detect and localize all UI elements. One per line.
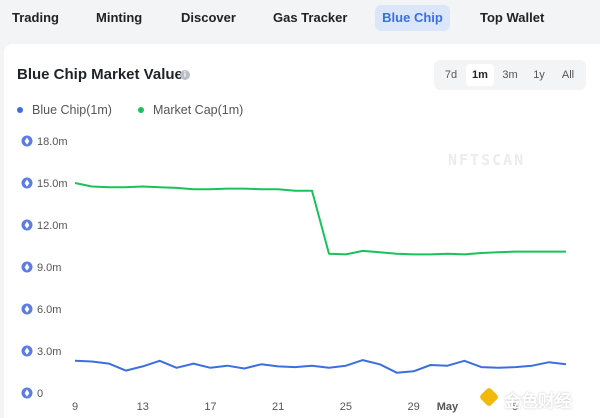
legend-blue-chip-label: Blue Chip(1m) — [32, 103, 112, 117]
y-tick-label: 15.0m — [37, 178, 68, 190]
ethereum-icon — [21, 261, 33, 273]
ethereum-icon — [21, 219, 33, 231]
series-line-1 — [74, 182, 566, 256]
range-7d-button[interactable]: 7d — [444, 69, 458, 81]
ethereum-icon — [21, 135, 33, 147]
tab-top-wallet[interactable]: Top Wallet — [480, 10, 545, 25]
x-axis: 9 13 17 21 25 29 May 5 — [72, 401, 518, 413]
y-tick-6: 18.0m — [21, 135, 68, 148]
x-tick-label-1: 13 — [137, 401, 149, 413]
legend-blue-chip-dot — [17, 107, 23, 113]
info-icon[interactable]: i — [180, 70, 190, 80]
legend-market-cap-label: Market Cap(1m) — [153, 103, 244, 117]
ethereum-icon — [21, 345, 33, 357]
y-tick-3: 9.0m — [21, 261, 61, 274]
y-tick-label: 12.0m — [37, 220, 68, 232]
ethereum-icon — [21, 303, 33, 315]
badge-text: 金色财经 — [504, 392, 572, 411]
y-tick-label: 9.0m — [37, 262, 61, 274]
legend-market-cap[interactable]: Market Cap(1m) — [138, 103, 258, 117]
y-tick-4: 12.0m — [21, 219, 68, 232]
y-tick-label: 0 — [37, 388, 43, 400]
x-tick-label-3: 21 — [272, 401, 284, 413]
tab-trading[interactable]: Trading — [12, 10, 59, 25]
legend-market-cap-dot — [138, 107, 144, 113]
tab-blue-chip[interactable]: Blue Chip — [375, 5, 450, 31]
range-1y-button[interactable]: 1y — [533, 69, 545, 81]
tab-minting[interactable]: Minting — [96, 10, 143, 25]
x-tick-label-4: 25 — [340, 401, 352, 413]
range-all-button[interactable]: All — [561, 69, 575, 81]
range-1m-button[interactable]: 1m — [466, 64, 494, 86]
y-tick-label: 6.0m — [37, 304, 61, 316]
ethereum-icon — [21, 177, 33, 189]
legend-blue-chip[interactable]: Blue Chip(1m) — [17, 103, 127, 117]
y-tick-2: 6.0m — [21, 303, 61, 316]
y-tick-label: 3.0m — [37, 346, 61, 358]
card-title: Blue Chip Market Value — [17, 66, 183, 83]
tab-discover[interactable]: Discover — [181, 10, 236, 25]
nftscan-watermark: NFTSCAN — [448, 151, 525, 169]
y-tick-0: 0 — [21, 387, 43, 400]
y-axis: 0 3.0m 6.0m 9.0m 12.0m 15.0m 18.0m — [21, 135, 68, 400]
y-tick-1: 3.0m — [21, 345, 61, 358]
x-tick-label-2: 17 — [204, 401, 216, 413]
x-tick-label-6: May — [437, 401, 459, 413]
series-layer — [74, 182, 567, 374]
blue-chip-market-value-card: Blue Chip Market Value i 7d 1m 3m 1y All… — [4, 44, 600, 418]
range-3m-button[interactable]: 3m — [502, 69, 518, 81]
time-range-selector: 7d 1m 3m 1y All — [434, 60, 586, 90]
top-nav: Trading Minting Discover Gas Tracker Blu… — [0, 0, 600, 36]
ethereum-icon — [21, 387, 33, 399]
series-line-0 — [74, 359, 567, 374]
x-tick-label-0: 9 — [72, 401, 78, 413]
x-tick-label-7: 5 — [512, 401, 518, 413]
y-tick-label: 18.0m — [37, 136, 68, 148]
x-tick-label-5: 29 — [407, 401, 419, 413]
y-tick-5: 15.0m — [21, 177, 68, 190]
tab-gas-tracker[interactable]: Gas Tracker — [273, 10, 348, 25]
